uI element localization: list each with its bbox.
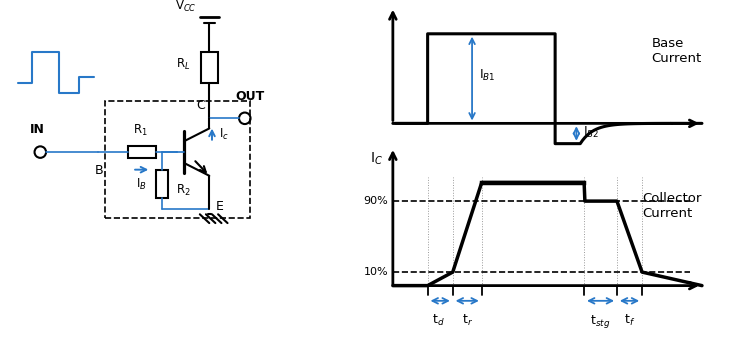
Text: OUT: OUT bbox=[235, 90, 265, 103]
Text: I$_c$: I$_c$ bbox=[219, 127, 229, 142]
Text: I$_C$: I$_C$ bbox=[370, 151, 383, 167]
Text: Base
Current: Base Current bbox=[652, 37, 702, 65]
Text: I$_{B1}$: I$_{B1}$ bbox=[479, 68, 496, 83]
Bar bbox=[156, 170, 168, 198]
Text: 90%: 90% bbox=[364, 196, 389, 206]
Text: I$_{B2}$: I$_{B2}$ bbox=[583, 124, 600, 140]
Text: t$_r$: t$_r$ bbox=[461, 313, 473, 329]
Text: E: E bbox=[215, 200, 223, 213]
Text: R$_L$: R$_L$ bbox=[176, 57, 191, 72]
Text: B: B bbox=[95, 164, 104, 177]
Text: C: C bbox=[197, 99, 206, 112]
Text: Collector
Current: Collector Current bbox=[642, 192, 702, 220]
Text: R$_2$: R$_2$ bbox=[176, 183, 191, 198]
Bar bbox=[128, 146, 155, 158]
Text: t$_{stg}$: t$_{stg}$ bbox=[590, 313, 611, 330]
Text: 10%: 10% bbox=[364, 267, 389, 277]
Bar bbox=[104, 101, 250, 218]
Text: t$_f$: t$_f$ bbox=[624, 313, 635, 329]
Text: t$_d$: t$_d$ bbox=[432, 313, 445, 329]
Text: I$_B$: I$_B$ bbox=[136, 176, 147, 192]
Text: R$_1$: R$_1$ bbox=[133, 123, 147, 138]
Bar bbox=[200, 52, 218, 83]
Text: V$_{CC}$: V$_{CC}$ bbox=[175, 0, 196, 14]
Text: IN: IN bbox=[30, 123, 45, 136]
